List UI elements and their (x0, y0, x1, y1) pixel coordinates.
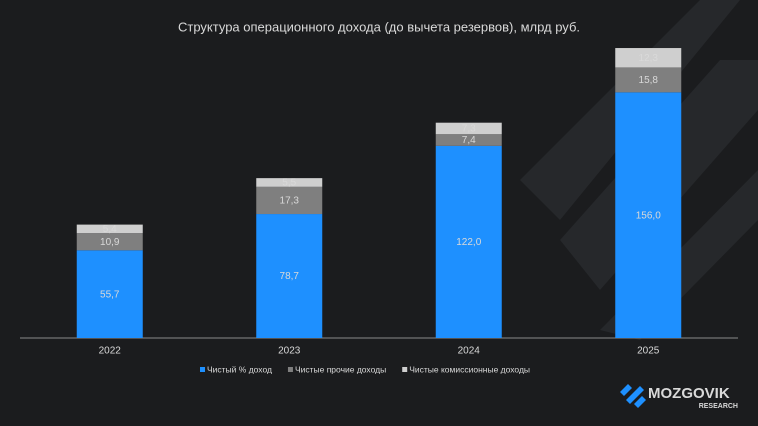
bar-segment (615, 48, 682, 68)
legend-swatch (200, 367, 205, 372)
value-label: 122,0 (456, 237, 481, 248)
legend-label: Чистые прочие доходы (295, 364, 386, 374)
x-tick-label: 2023 (278, 346, 301, 357)
bar-segment (76, 224, 143, 234)
bar-segment (256, 178, 323, 187)
logo-name: MOZGOVIK (648, 385, 730, 402)
bar-segment (256, 214, 323, 338)
bar-segment (615, 92, 682, 338)
logo-subtitle: RESEARCH (699, 403, 738, 410)
value-label: 15,8 (639, 75, 659, 86)
value-label: 156,0 (636, 210, 661, 221)
value-label: 55,7 (100, 289, 120, 300)
value-label: 78,7 (280, 271, 300, 282)
x-tick-label: 2022 (99, 346, 122, 357)
legend-label: Чистые комиссионные доходы (409, 364, 530, 374)
bar-segment (435, 134, 502, 146)
logo-icon (620, 384, 646, 408)
bar-segment (76, 250, 143, 338)
bar-segment (615, 67, 682, 93)
value-label: 17,3 (280, 196, 300, 207)
x-tick-label: 2024 (458, 346, 481, 357)
value-label: 5,4 (103, 224, 117, 235)
value-label: 10,9 (100, 237, 120, 248)
bar-segment (76, 233, 143, 251)
chart-title: Структура операционного дохода (до вычет… (178, 19, 580, 34)
value-label: 5,5 (282, 178, 296, 189)
value-label: 7,3 (462, 124, 476, 135)
x-tick-label: 2025 (637, 346, 660, 357)
value-label: 7,4 (462, 135, 476, 146)
logo: MOZGOVIK RESEARCH (620, 384, 738, 410)
legend-swatch (287, 367, 293, 372)
bar-segment (256, 186, 323, 215)
legend-label: Чистый % доход (207, 364, 272, 374)
bar-segment (435, 145, 502, 338)
legend-swatch (402, 367, 408, 372)
bar-segment (435, 122, 502, 135)
value-label: 12,3 (639, 53, 659, 64)
